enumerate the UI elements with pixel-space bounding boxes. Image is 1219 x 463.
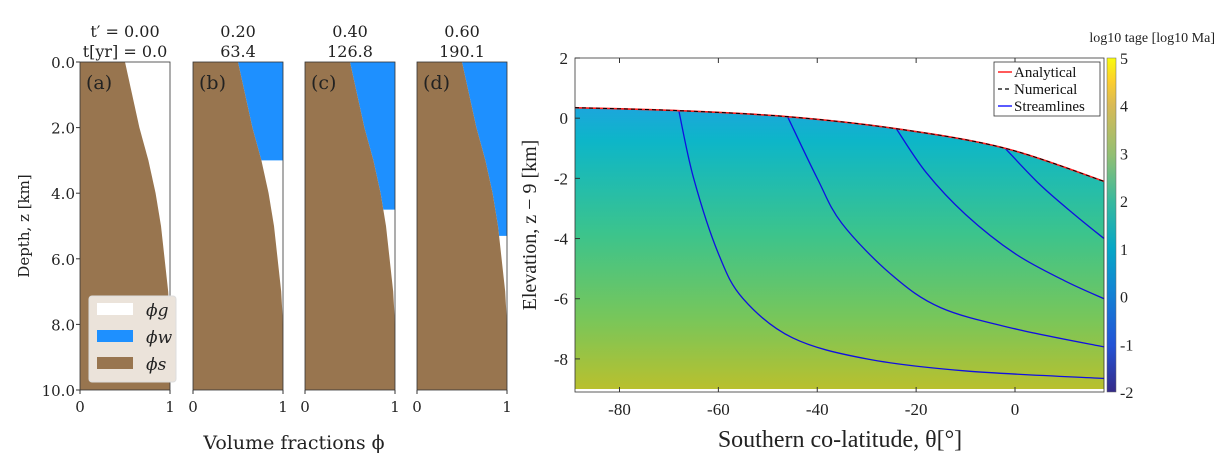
- colorbar-tick-label: -2: [1120, 385, 1133, 402]
- panel-title-bottom: 126.8: [327, 42, 373, 61]
- panel-title-top: 0.40: [332, 22, 368, 41]
- legend-label: Streamlines: [1014, 99, 1085, 115]
- colorbar-tick-label: 4: [1120, 99, 1128, 116]
- y-tick-label: 2: [560, 49, 569, 68]
- x-tick-label: 0: [300, 398, 310, 416]
- x-tick-label: 0: [188, 398, 198, 416]
- solid-fill: [417, 62, 507, 390]
- water-fill: [350, 62, 395, 210]
- y-axis-label: Elevation, z − 9 [km]: [519, 140, 541, 311]
- y-axis-label: Depth, z [km]: [15, 174, 33, 277]
- streamline: [678, 110, 1105, 380]
- y-tick-label: 6.0: [51, 251, 75, 269]
- legend-label: ϕs: [146, 355, 167, 375]
- water-fill: [462, 62, 507, 236]
- legend-swatch: [97, 357, 133, 369]
- legend-box: [993, 61, 1101, 117]
- age-field: [575, 107, 1104, 389]
- axes-frame: [416, 61, 508, 391]
- panel-title-bottom: 63.4: [220, 42, 256, 61]
- solid-fill: [193, 62, 283, 390]
- legend-label: ϕg: [146, 301, 169, 321]
- streamline: [787, 116, 1105, 348]
- legend-swatch: [97, 303, 133, 315]
- axes-frame: [192, 61, 284, 391]
- panel-label: (d): [423, 72, 450, 94]
- x-tick-label: 1: [502, 398, 512, 416]
- numerical-line: [574, 107, 1105, 182]
- colorbar-tick-label: 5: [1120, 51, 1128, 68]
- y-tick-label: 0.0: [51, 54, 75, 72]
- x-tick-label: -20: [905, 400, 928, 419]
- x-tick-label: 0: [75, 398, 85, 416]
- axes-frame: [304, 61, 396, 391]
- x-tick-label: 0: [412, 398, 422, 416]
- y-tick-label: 2.0: [51, 120, 75, 138]
- y-tick-label: -2: [554, 169, 568, 188]
- x-axis-label: Volume fractions ϕ: [202, 432, 384, 454]
- x-tick-label: -40: [806, 400, 829, 419]
- x-tick-label: -80: [608, 400, 631, 419]
- x-tick-label: -60: [707, 400, 730, 419]
- panel-label: (c): [311, 72, 336, 94]
- legend: ϕg ϕw ϕs: [88, 295, 177, 383]
- x-tick-label: 1: [390, 398, 400, 416]
- panel-title-bottom: t[yr] = 0.0: [83, 42, 168, 61]
- y-tick-label: 10.0: [42, 382, 75, 400]
- colorbar-tick-label: -1: [1120, 337, 1133, 354]
- colorbar-tick-label: 3: [1120, 146, 1128, 163]
- y-tick-label: 0: [560, 109, 569, 128]
- panel-title-top: t′ = 0.00: [90, 22, 159, 41]
- colorbar-tick-label: 2: [1120, 194, 1128, 211]
- axes-frame: [79, 61, 171, 391]
- legend-swatch: [97, 330, 133, 342]
- solid-fill: [305, 62, 395, 390]
- colorbar-gradient: [1106, 57, 1117, 393]
- y-tick-label: -4: [554, 230, 569, 249]
- panel-title-top: 0.60: [444, 22, 480, 41]
- y-tick-label: -6: [554, 290, 568, 309]
- panel-title-bottom: 190.1: [439, 42, 485, 61]
- panel-label: (b): [199, 72, 226, 94]
- x-tick-label: 1: [278, 398, 288, 416]
- streamline: [1004, 147, 1105, 240]
- y-tick-label: -8: [554, 350, 568, 369]
- x-tick-label: 0: [1011, 400, 1020, 419]
- panel-label: (a): [86, 72, 112, 94]
- colorbar-tick-label: 1: [1120, 242, 1128, 259]
- axes-frame: [574, 57, 1105, 393]
- panel-title-top: 0.20: [220, 22, 256, 41]
- colorbar-label: log10 tage [log10 Ma]: [1089, 31, 1215, 46]
- y-tick-label: 8.0: [51, 316, 75, 334]
- y-tick-label: 4.0: [51, 185, 75, 203]
- x-tick-label: 1: [165, 398, 175, 416]
- x-axis-label: Southern co-latitude, θ[°]: [718, 427, 962, 453]
- legend-label: Numerical: [1014, 82, 1077, 98]
- colorbar-tick-label: 0: [1120, 290, 1128, 307]
- streamline: [895, 128, 1105, 300]
- legend-label: ϕw: [146, 328, 173, 348]
- water-fill: [238, 62, 283, 161]
- colorbar: 5 4 3 2 1 0 -1 -2 log10 tage [log10 Ma]: [1089, 31, 1215, 402]
- legend-label: Analytical: [1014, 65, 1076, 81]
